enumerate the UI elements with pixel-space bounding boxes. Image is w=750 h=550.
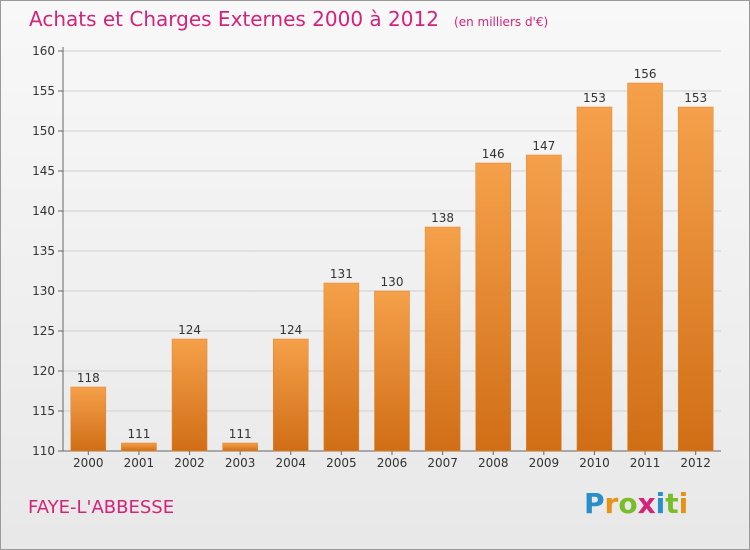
data-label: 138 xyxy=(431,211,454,225)
bar xyxy=(526,154,562,452)
y-tick-label: 130 xyxy=(32,284,55,298)
x-tick-label: 2009 xyxy=(529,456,560,470)
bar xyxy=(677,106,714,452)
bar xyxy=(70,386,107,452)
data-label: 111 xyxy=(127,427,150,441)
data-label: 111 xyxy=(229,427,252,441)
x-tick-label: 2011 xyxy=(630,456,661,470)
x-tick-label: 2008 xyxy=(478,456,509,470)
brand-letter: r xyxy=(604,487,619,520)
bar xyxy=(273,338,309,452)
x-tick-label: 2002 xyxy=(174,456,205,470)
bar xyxy=(323,282,360,452)
y-tick-label: 145 xyxy=(32,164,55,178)
data-label: 156 xyxy=(634,67,657,81)
x-tick-label: 2005 xyxy=(326,456,357,470)
x-tick-label: 2000 xyxy=(73,456,104,470)
y-tick-label: 160 xyxy=(32,44,55,58)
bar xyxy=(374,290,410,452)
y-tick-label: 140 xyxy=(32,204,55,218)
brand-letter: i xyxy=(678,487,689,520)
brand-letter: t xyxy=(665,487,679,520)
proxiti-logo[interactable]: Proxiti xyxy=(584,487,688,520)
data-label: 124 xyxy=(178,323,201,337)
bar xyxy=(424,226,461,452)
chart-subtitle: (en milliers d'€) xyxy=(454,15,549,29)
data-label: 147 xyxy=(532,139,555,153)
y-tick-label: 135 xyxy=(32,244,55,258)
y-tick-label: 115 xyxy=(32,404,55,418)
bar xyxy=(171,338,208,452)
bar xyxy=(627,82,663,452)
x-tick-label: 2012 xyxy=(680,456,711,470)
x-tick-label: 2010 xyxy=(579,456,610,470)
x-tick-label: 2003 xyxy=(225,456,256,470)
data-label: 146 xyxy=(482,147,505,161)
data-label: 130 xyxy=(381,275,404,289)
x-tick-label: 2007 xyxy=(427,456,458,470)
data-label: 153 xyxy=(583,91,606,105)
x-tick-label: 2001 xyxy=(124,456,155,470)
data-label: 153 xyxy=(684,91,707,105)
y-tick-label: 155 xyxy=(32,84,55,98)
bar xyxy=(121,442,157,452)
x-tick-label: 2004 xyxy=(275,456,306,470)
bar xyxy=(222,442,258,452)
x-tick-label: 2006 xyxy=(377,456,408,470)
brand-letter: P xyxy=(584,487,605,520)
y-tick-label: 150 xyxy=(32,124,55,138)
brand-letter: x xyxy=(637,487,656,520)
bar xyxy=(475,162,511,452)
y-tick-label: 125 xyxy=(32,324,55,338)
chart-title: Achats et Charges Externes 2000 à 2012 xyxy=(29,7,439,31)
data-label: 124 xyxy=(279,323,302,337)
y-tick-label: 120 xyxy=(32,364,55,378)
brand-letter: o xyxy=(618,487,638,520)
bar xyxy=(576,106,613,452)
brand-letter: i xyxy=(655,487,666,520)
data-label: 118 xyxy=(77,371,100,385)
data-label: 131 xyxy=(330,267,353,281)
y-tick-label: 110 xyxy=(32,444,55,458)
place-name: FAYE-L'ABBESSE xyxy=(28,497,175,518)
bars: 118 111 124 111 124 131 130 138 146 147 153 156 153 xyxy=(70,67,714,452)
chart-title-row: Achats et Charges Externes 2000 à 2012 (… xyxy=(29,7,548,31)
